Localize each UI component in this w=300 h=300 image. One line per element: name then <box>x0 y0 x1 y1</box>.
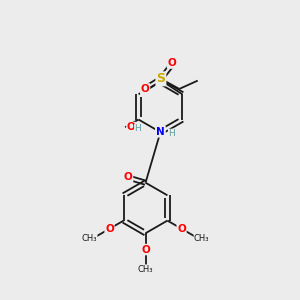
Text: O: O <box>124 172 132 182</box>
Text: O: O <box>141 84 149 94</box>
Text: O: O <box>177 224 186 234</box>
Text: O: O <box>141 244 150 255</box>
Text: H: H <box>168 129 175 138</box>
Text: CH₃: CH₃ <box>138 265 153 274</box>
Text: CH₃: CH₃ <box>82 234 97 243</box>
Text: O: O <box>105 224 114 234</box>
Text: H: H <box>134 124 141 133</box>
Text: S: S <box>156 72 165 85</box>
Text: N: N <box>156 127 165 136</box>
Text: O: O <box>167 58 176 68</box>
Text: O: O <box>127 122 135 132</box>
Text: CH₃: CH₃ <box>194 234 209 243</box>
